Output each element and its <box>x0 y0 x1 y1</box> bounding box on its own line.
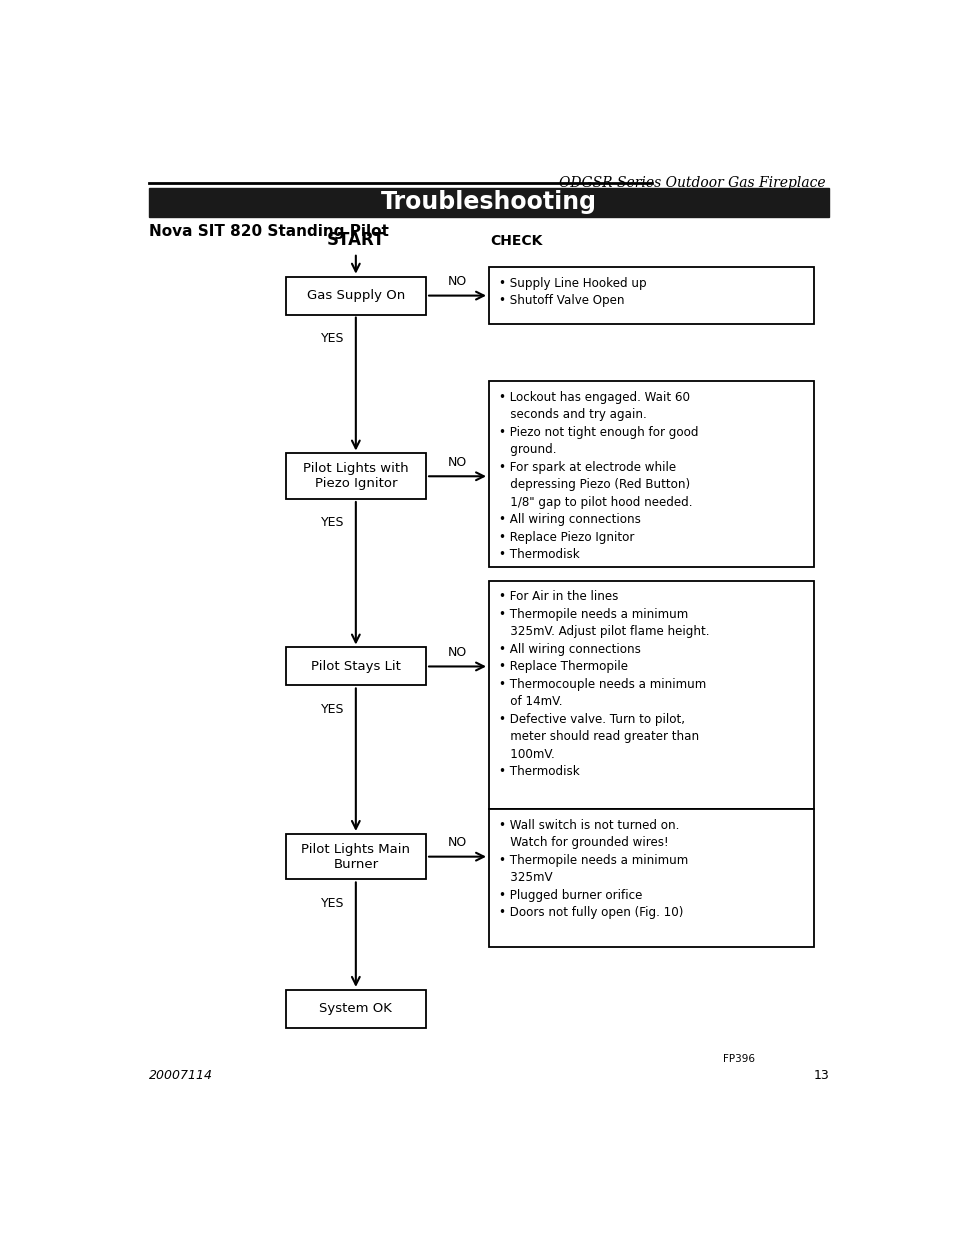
Text: FP396: FP396 <box>722 1055 755 1065</box>
Text: 20007114: 20007114 <box>149 1068 213 1082</box>
Text: 13: 13 <box>812 1068 828 1082</box>
FancyBboxPatch shape <box>285 989 426 1028</box>
FancyBboxPatch shape <box>285 453 426 499</box>
Text: Pilot Lights with
Piezo Ignitor: Pilot Lights with Piezo Ignitor <box>303 462 408 490</box>
Text: YES: YES <box>321 703 344 715</box>
Text: NO: NO <box>447 456 467 468</box>
Text: NO: NO <box>447 836 467 848</box>
Text: YES: YES <box>321 516 344 530</box>
Text: START: START <box>326 231 385 249</box>
Text: CHECK: CHECK <box>490 235 542 248</box>
Text: • Lockout has engaged. Wait 60
   seconds and try again.
• Piezo not tight enoug: • Lockout has engaged. Wait 60 seconds a… <box>498 390 698 561</box>
FancyBboxPatch shape <box>285 834 426 879</box>
Text: ODGSR Series Outdoor Gas Fireplace: ODGSR Series Outdoor Gas Fireplace <box>558 177 824 190</box>
FancyBboxPatch shape <box>488 382 813 567</box>
FancyBboxPatch shape <box>285 277 426 315</box>
Text: System OK: System OK <box>319 1003 392 1015</box>
Text: NO: NO <box>447 275 467 288</box>
FancyBboxPatch shape <box>285 647 426 685</box>
Text: NO: NO <box>447 646 467 658</box>
Text: • Supply Line Hooked up
• Shutoff Valve Open: • Supply Line Hooked up • Shutoff Valve … <box>498 277 645 308</box>
Text: Troubleshooting: Troubleshooting <box>380 190 597 215</box>
Text: • For Air in the lines
• Thermopile needs a minimum
   325mV. Adjust pilot flame: • For Air in the lines • Thermopile need… <box>498 590 708 778</box>
Text: Pilot Lights Main
Burner: Pilot Lights Main Burner <box>301 842 410 871</box>
Text: YES: YES <box>321 897 344 910</box>
Text: Gas Supply On: Gas Supply On <box>307 289 404 303</box>
Text: • Wall switch is not turned on.
   Watch for grounded wires!
• Thermopile needs : • Wall switch is not turned on. Watch fo… <box>498 819 687 919</box>
Text: Pilot Stays Lit: Pilot Stays Lit <box>311 659 400 673</box>
Text: YES: YES <box>321 332 344 345</box>
Text: Nova SIT 820 Standing Pilot: Nova SIT 820 Standing Pilot <box>149 225 388 240</box>
FancyBboxPatch shape <box>149 188 828 216</box>
FancyBboxPatch shape <box>488 267 813 324</box>
FancyBboxPatch shape <box>488 809 813 947</box>
FancyBboxPatch shape <box>488 580 813 809</box>
